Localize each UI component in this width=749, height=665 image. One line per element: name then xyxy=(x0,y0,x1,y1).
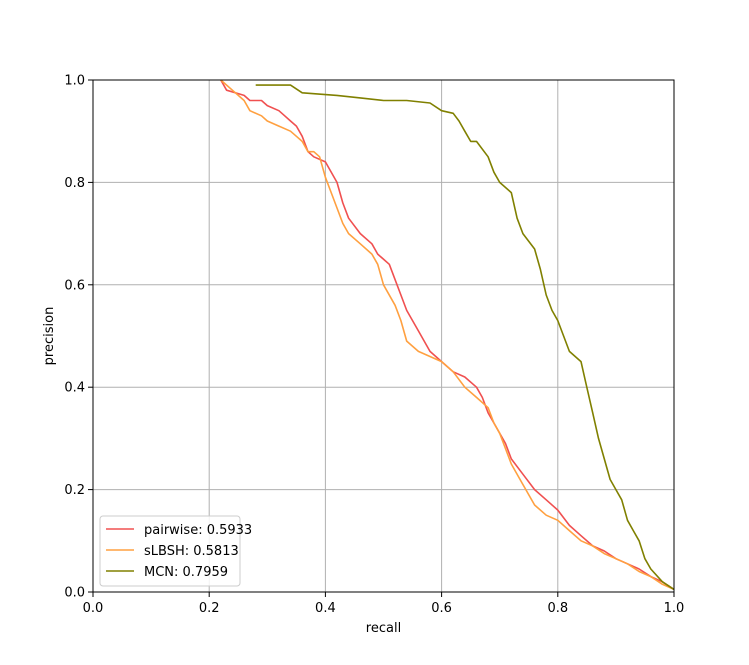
series-line-0 xyxy=(220,79,675,591)
y-tick-label-2: 0.4 xyxy=(64,381,85,396)
legend-label-2: MCN: 0.7959 xyxy=(144,565,228,580)
legend-label-1: sLBSH: 0.5813 xyxy=(144,544,239,559)
x-tick-label-3: 0.6 xyxy=(431,601,452,616)
x-tick-label-5: 1.0 xyxy=(664,601,685,616)
series-line-1 xyxy=(220,79,675,591)
y-tick-label-1: 0.2 xyxy=(64,483,85,498)
legend-box xyxy=(99,515,241,587)
x-tick-label-2: 0.4 xyxy=(315,601,336,616)
y-tick-label-5: 1.0 xyxy=(64,74,85,89)
y-tick-label-4: 0.8 xyxy=(64,176,85,191)
x-tick-label-4: 0.8 xyxy=(547,601,568,616)
x-axis: 0.0 0.2 0.4 0.6 0.8 1.0 xyxy=(83,592,685,616)
x-tick-label-1: 0.2 xyxy=(199,601,220,616)
series-layer xyxy=(220,79,675,591)
legend: pairwise: 0.5933 sLBSH: 0.5813 MCN: 0.7959 xyxy=(99,515,252,587)
x-axis-label: recall xyxy=(366,621,401,636)
legend-label-0: pairwise: 0.5933 xyxy=(144,523,252,538)
series-line-2 xyxy=(255,84,675,591)
y-axis-label: precision xyxy=(42,307,57,366)
y-axis: 0.0 0.2 0.4 0.6 0.8 1.0 xyxy=(64,74,93,601)
plot-frame xyxy=(92,79,675,593)
x-tick-label-0: 0.0 xyxy=(83,601,104,616)
y-tick-label-0: 0.0 xyxy=(64,586,85,601)
y-tick-label-3: 0.6 xyxy=(64,278,85,293)
